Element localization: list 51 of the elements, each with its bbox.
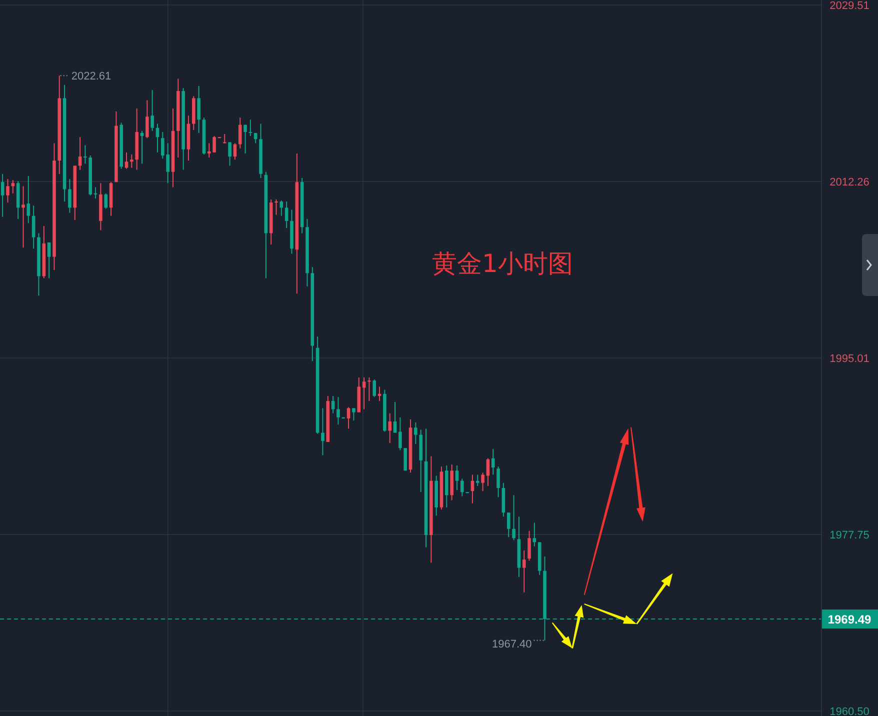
candlestick bbox=[404, 448, 407, 472]
candlestick bbox=[522, 550, 526, 593]
candlestick bbox=[238, 117, 242, 149]
candlestick bbox=[496, 466, 500, 498]
y-tick-label: 1995.01 bbox=[830, 352, 870, 365]
candlestick bbox=[512, 494, 516, 541]
candlestick bbox=[47, 242, 51, 279]
candlestick bbox=[22, 186, 25, 248]
candlestick bbox=[372, 379, 376, 398]
candlestick bbox=[336, 396, 340, 426]
candlestick bbox=[150, 90, 154, 132]
candlestick bbox=[460, 478, 464, 497]
candlestick bbox=[476, 474, 480, 486]
candlestick bbox=[6, 178, 10, 204]
y-tick-label: 2012.26 bbox=[830, 176, 870, 188]
candlestick bbox=[346, 406, 350, 430]
text: 黄金1小时图 bbox=[432, 249, 573, 278]
y-tick-label: 2029.51 bbox=[830, 0, 870, 12]
candlestick bbox=[491, 448, 495, 476]
ref-line-label: 1969.49 bbox=[828, 612, 872, 627]
candlestick bbox=[130, 154, 134, 168]
candlestick bbox=[244, 124, 247, 154]
candlestick bbox=[68, 178, 72, 214]
candlestick bbox=[228, 142, 232, 166]
candlestick bbox=[26, 175, 30, 224]
candlestick bbox=[84, 144, 87, 164]
candlestick bbox=[222, 134, 226, 144]
candlestick bbox=[233, 142, 237, 160]
candlestick bbox=[528, 530, 531, 562]
candlestick bbox=[104, 192, 108, 210]
candlestick bbox=[197, 85, 200, 134]
candlestick bbox=[32, 205, 36, 250]
candlestick bbox=[321, 408, 324, 456]
candlestick bbox=[146, 100, 149, 139]
candlestick bbox=[0, 173, 4, 218]
candlestick bbox=[284, 201, 288, 229]
annotation: 1967.40 bbox=[492, 638, 532, 650]
candlestick bbox=[274, 198, 278, 216]
candlestick bbox=[414, 422, 418, 444]
y-tick-label: 1960.50 bbox=[830, 706, 870, 716]
candlestick bbox=[388, 412, 392, 444]
candlestick bbox=[248, 119, 252, 137]
candlestick bbox=[352, 408, 356, 421]
annotation: 2022.61 bbox=[71, 70, 112, 83]
candlestick bbox=[368, 376, 371, 402]
candlestick bbox=[506, 512, 510, 538]
candlestick bbox=[124, 152, 128, 170]
y-tick-label: 1977.75 bbox=[830, 530, 870, 542]
candlestick bbox=[398, 416, 402, 451]
candlestick bbox=[455, 464, 459, 491]
candlestick bbox=[481, 472, 484, 492]
